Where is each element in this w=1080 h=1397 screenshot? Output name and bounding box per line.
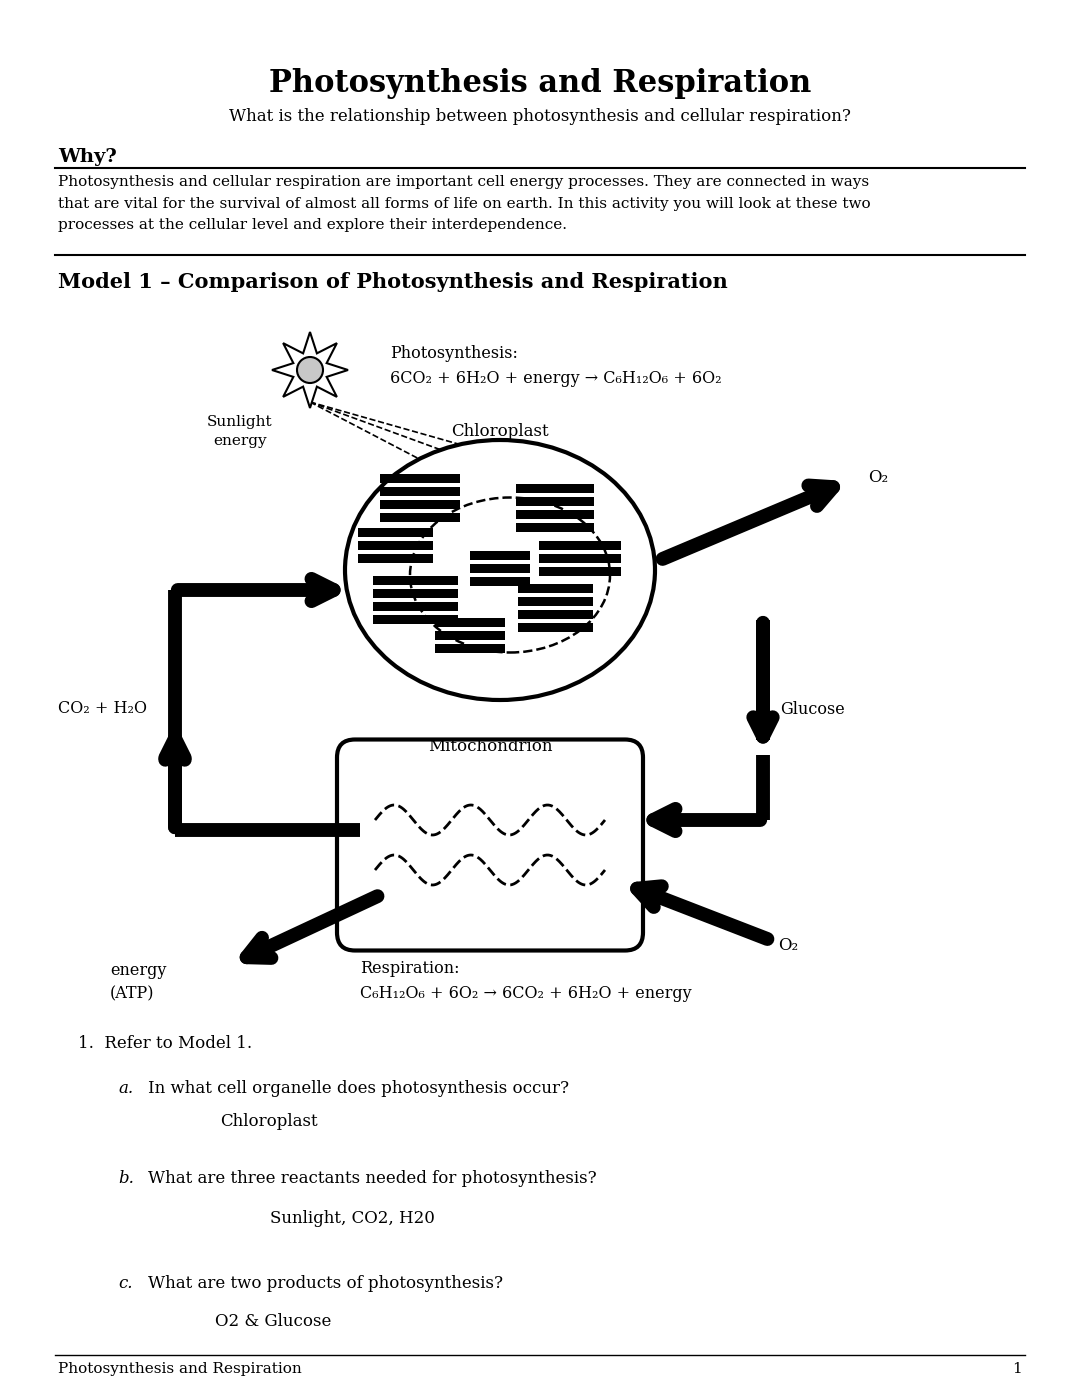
Bar [435,644,505,652]
Bar [357,528,432,536]
Bar [516,522,594,532]
Bar [470,563,530,573]
Bar [357,541,432,549]
Text: What is the relationship between photosynthesis and cellular respiration?: What is the relationship between photosy… [229,108,851,124]
Bar [516,483,594,493]
Text: Respiration:: Respiration: [360,960,459,977]
Bar [373,602,458,610]
Bar [539,553,621,563]
Bar [373,576,458,585]
Text: CO₂ + H₂O: CO₂ + H₂O [58,700,147,717]
Text: Photosynthesis and Respiration: Photosynthesis and Respiration [269,68,811,99]
Text: Photosynthesis and cellular respiration are important cell energy processes. The: Photosynthesis and cellular respiration … [58,175,870,232]
Bar [380,513,460,522]
Polygon shape [272,332,348,408]
Text: Photosynthesis and Respiration: Photosynthesis and Respiration [58,1362,301,1376]
Text: 1.  Refer to Model 1.: 1. Refer to Model 1. [78,1035,252,1052]
Text: b.: b. [118,1171,134,1187]
Bar [357,553,432,563]
Bar [517,584,593,592]
Bar [516,510,594,520]
Text: Why?: Why? [58,148,117,166]
Text: energy
(ATP): energy (ATP) [110,961,166,1002]
Text: Mitochondrion: Mitochondrion [428,738,552,754]
Bar [470,550,530,560]
Text: Chloroplast: Chloroplast [451,423,549,440]
Bar [539,541,621,549]
Circle shape [297,358,323,383]
Text: 6CO₂ + 6H₂O + energy → C₆H₁₂O₆ + 6O₂: 6CO₂ + 6H₂O + energy → C₆H₁₂O₆ + 6O₂ [390,370,721,387]
Text: What are three reactants needed for photosynthesis?: What are three reactants needed for phot… [148,1171,596,1187]
Bar [539,567,621,576]
Text: In what cell organelle does photosynthesis occur?: In what cell organelle does photosynthes… [148,1080,569,1097]
Text: Sunlight
energy: Sunlight energy [207,415,273,448]
Bar [380,500,460,509]
Bar [373,615,458,624]
Text: Glucose: Glucose [780,701,845,718]
Text: O2 & Glucose: O2 & Glucose [215,1313,332,1330]
FancyBboxPatch shape [337,739,643,950]
Bar [517,623,593,631]
Text: C₆H₁₂O₆ + 6O₂ → 6CO₂ + 6H₂O + energy: C₆H₁₂O₆ + 6O₂ → 6CO₂ + 6H₂O + energy [360,985,691,1002]
Bar [380,488,460,496]
Bar [517,610,593,619]
Bar [470,577,530,585]
Text: O₂: O₂ [778,936,798,954]
Text: Model 1 – Comparison of Photosynthesis and Respiration: Model 1 – Comparison of Photosynthesis a… [58,272,728,292]
Text: Photosynthesis:: Photosynthesis: [390,345,518,362]
Bar [435,617,505,626]
Bar [517,597,593,606]
Bar [435,630,505,640]
Text: O₂: O₂ [868,469,888,486]
Bar [380,474,460,483]
Text: What are two products of photosynthesis?: What are two products of photosynthesis? [148,1275,503,1292]
Text: 1: 1 [1012,1362,1022,1376]
Ellipse shape [345,440,654,700]
Bar [373,590,458,598]
Text: Chloroplast: Chloroplast [220,1113,318,1130]
Text: a.: a. [118,1080,133,1097]
Bar [516,497,594,506]
Text: Sunlight, CO2, H20: Sunlight, CO2, H20 [270,1210,435,1227]
Text: c.: c. [118,1275,133,1292]
